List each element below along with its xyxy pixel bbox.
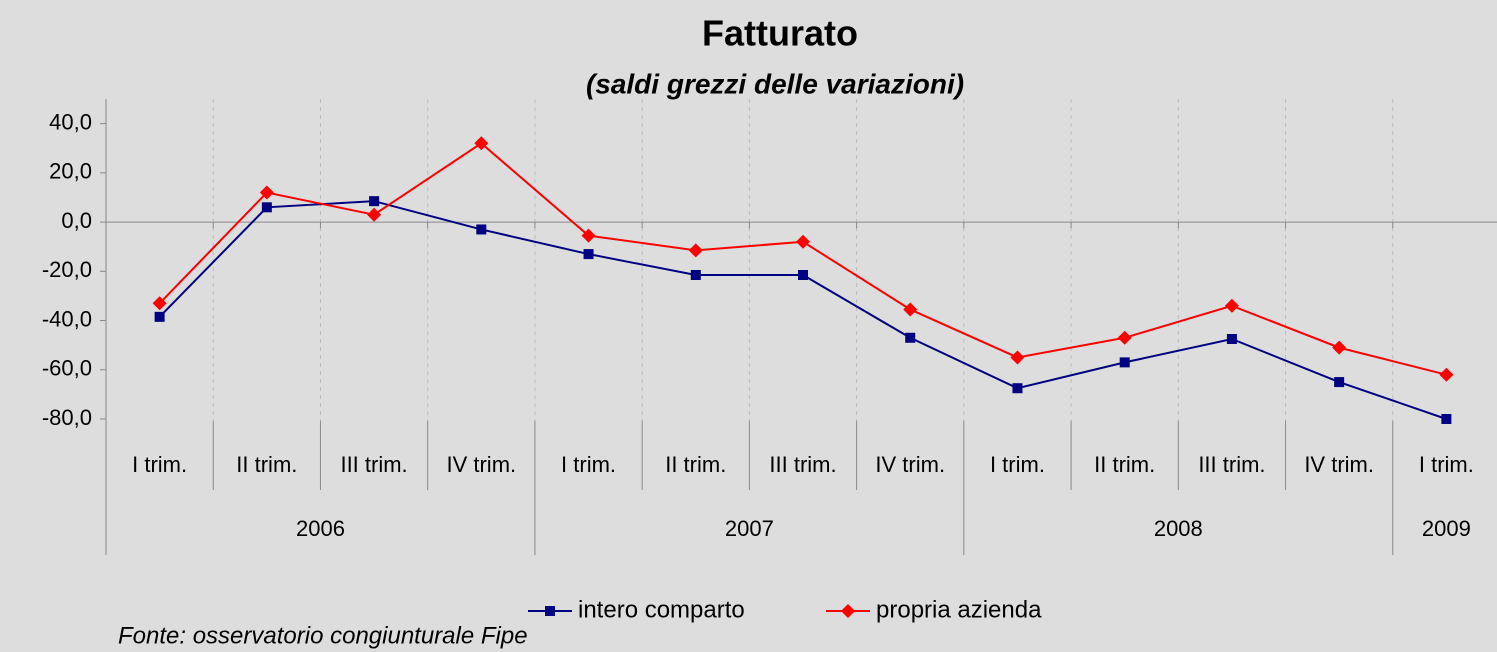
marker xyxy=(1010,350,1025,365)
y-tick-label: -80,0 xyxy=(42,405,92,430)
x-tick-label: I trim. xyxy=(561,452,616,477)
x-tick-label: II trim. xyxy=(1094,452,1155,477)
x-tick-label: III trim. xyxy=(769,452,836,477)
x-tick-label: III trim. xyxy=(340,452,407,477)
x-group-label: 2006 xyxy=(296,516,345,541)
x-group-label: 2009 xyxy=(1422,516,1471,541)
marker xyxy=(1332,340,1347,355)
y-tick-label: 0,0 xyxy=(61,208,92,233)
x-tick-label: IV trim. xyxy=(875,452,945,477)
marker xyxy=(581,228,596,243)
marker xyxy=(798,270,808,280)
x-group-label: 2007 xyxy=(725,516,774,541)
chart-title: Fatturato xyxy=(702,13,858,54)
y-tick-label: -60,0 xyxy=(42,356,92,381)
y-tick-label: -20,0 xyxy=(42,257,92,282)
x-tick-label: II trim. xyxy=(665,452,726,477)
marker xyxy=(1117,330,1132,345)
marker xyxy=(154,311,165,322)
x-tick-label: I trim. xyxy=(132,452,187,477)
marker xyxy=(583,249,594,260)
x-tick-label: I trim. xyxy=(1419,452,1474,477)
y-tick-label: -40,0 xyxy=(42,306,92,331)
marker xyxy=(905,332,916,343)
marker xyxy=(903,302,918,317)
marker xyxy=(1012,383,1023,394)
y-tick-label: 20,0 xyxy=(49,159,92,184)
x-tick-label: IV trim. xyxy=(1304,452,1374,477)
marker xyxy=(688,243,703,258)
x-tick-label: IV trim. xyxy=(446,452,516,477)
x-tick-label: I trim. xyxy=(990,452,1045,477)
series-line xyxy=(158,200,1447,420)
marker xyxy=(261,202,272,213)
marker xyxy=(369,196,380,207)
marker xyxy=(474,136,489,151)
marker xyxy=(545,606,555,616)
marker xyxy=(1441,414,1452,424)
chart-subtitle: (saldi grezzi delle variazioni) xyxy=(586,68,964,99)
marker xyxy=(1334,377,1345,388)
legend-label: propria azienda xyxy=(876,596,1042,623)
marker xyxy=(476,224,487,235)
marker xyxy=(690,270,701,280)
marker xyxy=(1224,298,1239,313)
marker xyxy=(259,185,274,200)
marker xyxy=(1226,334,1237,344)
marker xyxy=(841,604,855,618)
marker xyxy=(367,207,382,222)
x-tick-label: III trim. xyxy=(1198,452,1265,477)
x-tick-label: II trim. xyxy=(236,452,297,477)
series-line xyxy=(158,142,1447,376)
source-note: Fonte: osservatorio congiunturale Fipe xyxy=(118,622,528,649)
marker xyxy=(152,296,167,311)
legend-label: intero comparto xyxy=(578,596,745,623)
marker xyxy=(1439,367,1454,382)
x-group-label: 2008 xyxy=(1154,516,1203,541)
marker xyxy=(1119,357,1130,368)
y-tick-label: 40,0 xyxy=(49,109,92,134)
marker xyxy=(796,234,810,249)
